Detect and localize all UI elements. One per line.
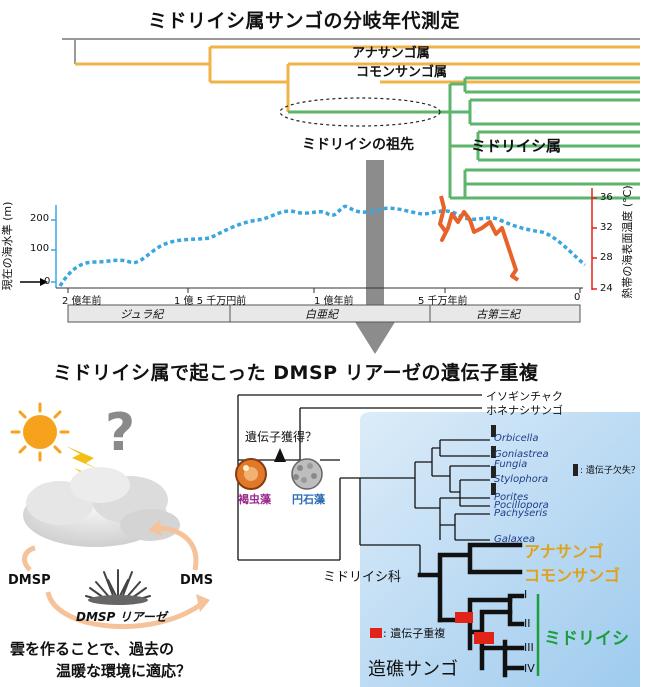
period-bar: [67, 304, 581, 323]
taxon-honenashisango: ホネナシサンゴ: [486, 404, 563, 417]
ancestor-ellipse: [279, 97, 441, 127]
taxon-goniastrea: Goniastrea: [494, 449, 549, 460]
taxon-pachyseris: Pachyseris: [494, 508, 548, 519]
left-tick-200: 200: [30, 213, 50, 224]
coral: [85, 569, 151, 605]
right-axis: [591, 188, 597, 290]
top-title: ミドリイシ属サンゴの分岐年代測定: [148, 10, 461, 32]
loss-marks: [491, 425, 578, 495]
duplication-label: : 遺伝子重複: [383, 627, 446, 640]
algae-zooxanthella-label: 褐虫藻: [238, 493, 271, 506]
genus-anasango: アナサンゴ: [524, 542, 604, 561]
caption-line-1: 雲を作ることで、過去の: [10, 640, 174, 658]
clade-I: I: [524, 588, 528, 601]
sea-level-curve: [58, 204, 587, 287]
taxon-orbicella: Orbicella: [494, 433, 539, 444]
clade-label-anasango: アナサンゴ属: [352, 46, 430, 61]
right-tick-32: 32: [600, 222, 613, 233]
dms-label: DMS: [180, 573, 214, 588]
reef-label: 造礁サンゴ: [368, 659, 458, 680]
right-tick-28: 28: [600, 252, 613, 263]
taxon-pocillopora: Pocillopora: [494, 500, 549, 511]
dmsp-lyase-label: DMSP リアーゼ: [76, 610, 167, 624]
sun: [10, 402, 70, 462]
right-tick-36: 36: [600, 192, 613, 203]
taxon-galaxea: Galaxea: [494, 534, 535, 545]
acropora-label: ミドリイシ: [544, 629, 629, 649]
cycle-arrows: [22, 525, 202, 630]
gene-loss-label: : 遺伝子欠失？: [580, 466, 640, 476]
bottom-title: ミドリイシ属で起こった DMSP リアーゼの遺伝子重複: [53, 362, 539, 384]
outgroup-branch: [62, 38, 640, 64]
family-label: ミドリイシ科: [323, 570, 402, 585]
taxon-isoginchaku: イソギンチャク: [486, 390, 563, 403]
clade-IV: IV: [524, 662, 535, 675]
sst-curve: [438, 195, 520, 282]
period-cretaceous: 白亜紀: [305, 308, 338, 321]
clade-II: II: [524, 617, 531, 630]
genus-komonsango: コモンサンゴ: [524, 566, 621, 585]
left-tick-0: 0: [44, 276, 51, 287]
period-paleogene: 古第三紀: [476, 308, 520, 321]
gene-gain-label: 遺伝子獲得？: [245, 430, 318, 444]
clade-label-komonsango: コモンサンゴ属: [356, 65, 448, 80]
time-tick-50ma: 5 千万年前: [418, 296, 468, 307]
right-tick-24: 24: [600, 283, 613, 294]
question-mark: ?: [105, 403, 135, 463]
time-tick-200ma: 2 億年前: [62, 296, 102, 307]
acropora-clade: [448, 76, 640, 200]
left-axis-label: 現在の海水準 (m): [1, 201, 14, 291]
taxon-fungia: Fungia: [494, 459, 528, 470]
time-tick-150ma: 1 億 5 千万円前: [174, 296, 247, 307]
left-axis: [51, 205, 57, 288]
down-arrow: [355, 160, 395, 354]
taxon-stylophora: Stylophora: [494, 474, 549, 485]
dmsp-label: DMSP: [8, 573, 51, 588]
top-phylogeny: [62, 38, 640, 200]
orange-branches: [75, 45, 640, 112]
sea-level-chart: [20, 188, 597, 323]
zooxanthella: [235, 458, 267, 490]
taxon-porites: Porites: [494, 492, 529, 503]
clade-label-midoriishi: ミドリイシ属: [471, 137, 562, 155]
algae-coccolith-label: 円石藻: [292, 493, 325, 506]
reef-panel: [360, 412, 640, 687]
cloud: [23, 467, 180, 547]
clade-III: III: [524, 641, 534, 654]
duplication-marks: [370, 612, 494, 644]
gain-triangle: [274, 448, 286, 462]
caption-line-2: 温暖な環境に適応？: [56, 662, 192, 680]
time-tick-100ma: 1 億年前: [314, 296, 354, 307]
ancestor-label: ミドリイシの祖先: [302, 137, 414, 153]
time-ticks: [67, 288, 581, 293]
time-tick-0: 0: [574, 292, 581, 303]
period-jurassic: ジュラ紀: [120, 308, 164, 321]
coccolithophore: [291, 458, 323, 490]
right-axis-label: 熱帯の海表面温度 (°C): [621, 185, 634, 299]
left-tick-100: 100: [30, 243, 50, 254]
